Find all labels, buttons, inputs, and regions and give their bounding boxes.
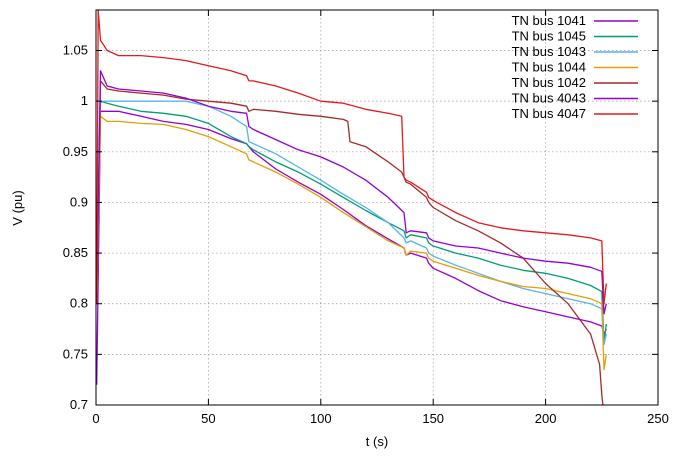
legend-label: TN bus 4043 bbox=[512, 91, 586, 106]
y-tick-label: 0.75 bbox=[63, 346, 88, 361]
x-axis-label: t (s) bbox=[366, 434, 388, 449]
x-tick-label: 0 bbox=[92, 411, 99, 426]
series-line-7 bbox=[96, 10, 607, 305]
x-tick-label: 100 bbox=[310, 411, 332, 426]
series-lines bbox=[96, 10, 607, 405]
y-tick-label: 0.85 bbox=[63, 245, 88, 260]
y-axis-label: V (pu) bbox=[10, 190, 25, 225]
series-line-3 bbox=[96, 100, 607, 345]
legend-label: TN bus 1042 bbox=[512, 75, 586, 90]
x-tick-label: 50 bbox=[201, 411, 215, 426]
series-line-1 bbox=[96, 110, 607, 385]
legend-label: TN bus 1041 bbox=[512, 13, 586, 28]
legend-label: TN bus 1044 bbox=[512, 60, 586, 75]
legend-label: TN bus 4047 bbox=[512, 106, 586, 121]
grid bbox=[96, 10, 658, 405]
ticks bbox=[95, 10, 659, 406]
series-line-5 bbox=[96, 80, 604, 405]
y-tick-label: 1 bbox=[81, 93, 88, 108]
tick-labels: 0 50 100 150 200 250 0.7 0.75 0.8 0.85 0.9 0.95 1 1.0… bbox=[63, 43, 669, 426]
x-tick-label: 150 bbox=[422, 411, 444, 426]
y-tick-label: 0.7 bbox=[70, 397, 88, 412]
series-line-2 bbox=[96, 100, 607, 345]
y-tick-label: 0.9 bbox=[70, 194, 88, 209]
legend-label: TN bus 1045 bbox=[512, 29, 586, 44]
x-tick-label: 200 bbox=[535, 411, 557, 426]
series-line-6 bbox=[96, 70, 607, 315]
y-tick-label: 0.8 bbox=[70, 296, 88, 311]
series-line-4 bbox=[96, 115, 607, 371]
legend-label: TN bus 1043 bbox=[512, 44, 586, 59]
x-tick-label: 250 bbox=[647, 411, 669, 426]
y-tick-label: 0.95 bbox=[63, 144, 88, 159]
plot-frame bbox=[95, 9, 659, 406]
y-tick-label: 1.05 bbox=[63, 43, 88, 58]
